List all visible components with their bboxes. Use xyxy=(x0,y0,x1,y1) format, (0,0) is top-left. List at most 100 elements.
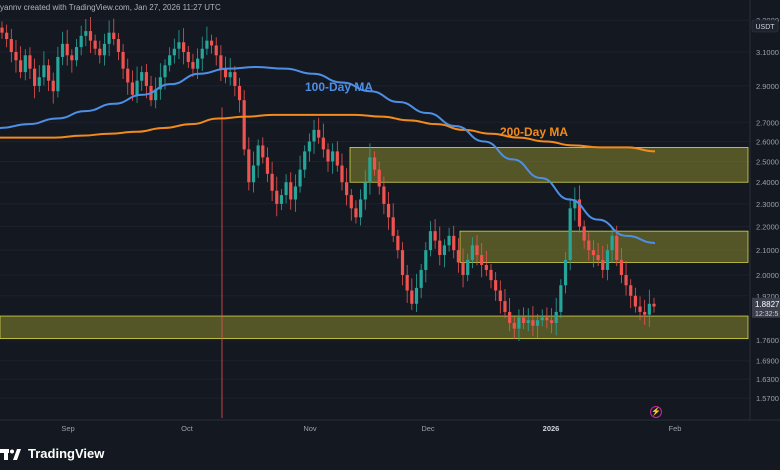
candle-body xyxy=(531,320,535,326)
candle-body xyxy=(28,55,32,69)
candle-body xyxy=(265,157,270,174)
time-axis[interactable]: Sep Oct Nov Dec 2026 Feb xyxy=(61,424,681,433)
candle-body xyxy=(615,235,619,260)
lightning-icon[interactable]: ⚡ xyxy=(650,406,662,418)
candle-body xyxy=(261,145,265,158)
last-price-tag xyxy=(752,297,780,318)
candle-body xyxy=(382,186,386,204)
candle-body xyxy=(372,157,377,170)
candle-body xyxy=(498,290,502,302)
candle-body xyxy=(186,52,190,62)
candle-body xyxy=(19,60,23,73)
time-tick-label: Feb xyxy=(669,424,682,433)
price-tick-label: 2.3000 xyxy=(756,200,779,209)
candle-body xyxy=(70,55,74,61)
time-tick-label: Oct xyxy=(181,424,194,433)
candle-body xyxy=(391,217,395,236)
candle-body xyxy=(205,40,209,49)
candle-body xyxy=(368,157,372,183)
candles xyxy=(0,17,656,341)
zones xyxy=(0,147,749,340)
candle-body xyxy=(484,264,488,270)
candle-body xyxy=(209,40,214,46)
candle-body xyxy=(251,165,256,183)
zone-rect xyxy=(349,147,749,183)
candle-body xyxy=(200,48,204,59)
price-tick-label: 2.6000 xyxy=(756,137,779,146)
candle-body xyxy=(51,80,55,92)
candle-body xyxy=(223,68,228,78)
candle-body xyxy=(624,274,628,286)
candle-body xyxy=(359,199,363,218)
candle-body xyxy=(419,269,423,288)
candle-body xyxy=(37,77,41,86)
candle-body xyxy=(84,31,88,36)
price-tick-label: 2.7000 xyxy=(756,118,779,127)
time-tick-label: Sep xyxy=(61,424,74,433)
candle-body xyxy=(489,269,493,281)
candle-body xyxy=(643,311,647,315)
candle-body xyxy=(74,47,79,61)
candle-body xyxy=(163,65,167,78)
candle-body xyxy=(508,311,512,323)
candle-body xyxy=(88,31,93,41)
candle-body xyxy=(345,182,349,196)
candle-body xyxy=(228,72,232,78)
ma100-annotation: 100-Day MA xyxy=(305,80,373,94)
candle-body xyxy=(303,151,307,170)
candle-body xyxy=(596,255,600,260)
candle-body xyxy=(470,245,474,260)
chart-caption: yannv created with TradingView.com, Jan … xyxy=(0,3,221,12)
candle-body xyxy=(279,195,284,204)
candle-body xyxy=(135,80,139,95)
candle-body xyxy=(405,274,409,291)
candle-body xyxy=(65,43,69,56)
time-tick-label: Dec xyxy=(421,424,435,433)
candle-body xyxy=(140,72,144,81)
price-tick-label: 2.9000 xyxy=(756,82,779,91)
price-tick-label: 1.6900 xyxy=(756,357,779,366)
candle-body xyxy=(340,165,344,183)
candle-body xyxy=(326,149,330,162)
ma200-line xyxy=(0,113,656,153)
candle-body xyxy=(331,151,335,162)
candle-body xyxy=(126,68,130,83)
candle-body xyxy=(98,48,102,56)
candle-body xyxy=(284,182,288,196)
candle-body xyxy=(363,182,367,200)
candle-body xyxy=(424,250,428,270)
candle-body xyxy=(154,89,158,101)
candle-body xyxy=(512,322,516,329)
candle-body xyxy=(452,235,456,251)
candle-body xyxy=(610,235,614,251)
candle-body xyxy=(545,317,549,321)
price-tick-label: 2.5000 xyxy=(756,157,779,166)
candle-body xyxy=(461,262,465,275)
candle-body xyxy=(242,100,246,150)
price-tick-label: 1.6300 xyxy=(756,375,779,384)
candle-body xyxy=(79,35,83,48)
candle-body xyxy=(102,43,107,56)
candle-body xyxy=(377,169,381,187)
candle-body xyxy=(587,240,591,251)
candle-body xyxy=(540,317,544,321)
candle-body xyxy=(191,61,195,69)
candle-body xyxy=(494,280,498,291)
candle-body xyxy=(256,145,260,166)
candle-body xyxy=(130,82,134,95)
candle-body xyxy=(652,303,656,307)
candle-body xyxy=(638,306,642,312)
candle-body xyxy=(196,58,200,69)
candle-body xyxy=(317,129,321,138)
candle-body xyxy=(60,43,65,57)
candle-body xyxy=(629,285,633,296)
candle-body xyxy=(517,317,521,329)
candle-body xyxy=(354,208,358,218)
candle-body xyxy=(591,250,596,256)
candle-body xyxy=(503,301,507,312)
tradingview-logo[interactable]: TradingView xyxy=(0,446,104,461)
candle-body xyxy=(14,52,18,61)
candle-body xyxy=(219,55,223,69)
candle-body xyxy=(312,129,316,142)
